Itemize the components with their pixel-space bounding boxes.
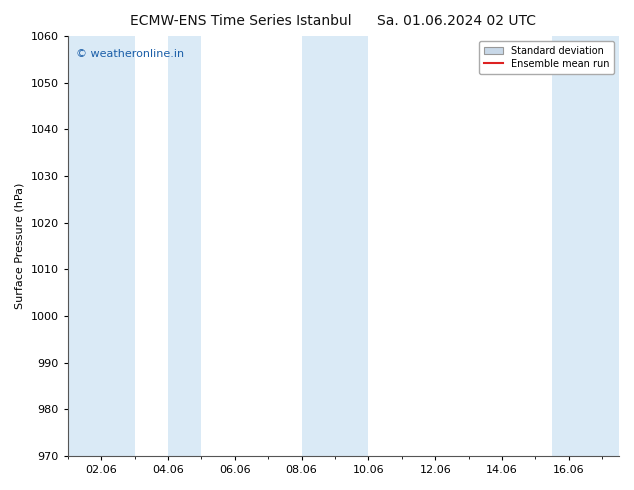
- Y-axis label: Surface Pressure (hPa): Surface Pressure (hPa): [15, 183, 25, 309]
- Bar: [68, 36, 134, 456]
- Bar: [168, 36, 202, 456]
- Text: ECMW-ENS Time Series Istanbul: ECMW-ENS Time Series Istanbul: [130, 14, 352, 28]
- Legend: Standard deviation, Ensemble mean run: Standard deviation, Ensemble mean run: [479, 41, 614, 74]
- Text: © weatheronline.in: © weatheronline.in: [76, 49, 184, 59]
- Text: Sa. 01.06.2024 02 UTC: Sa. 01.06.2024 02 UTC: [377, 14, 536, 28]
- Bar: [552, 36, 619, 456]
- Bar: [302, 36, 368, 456]
